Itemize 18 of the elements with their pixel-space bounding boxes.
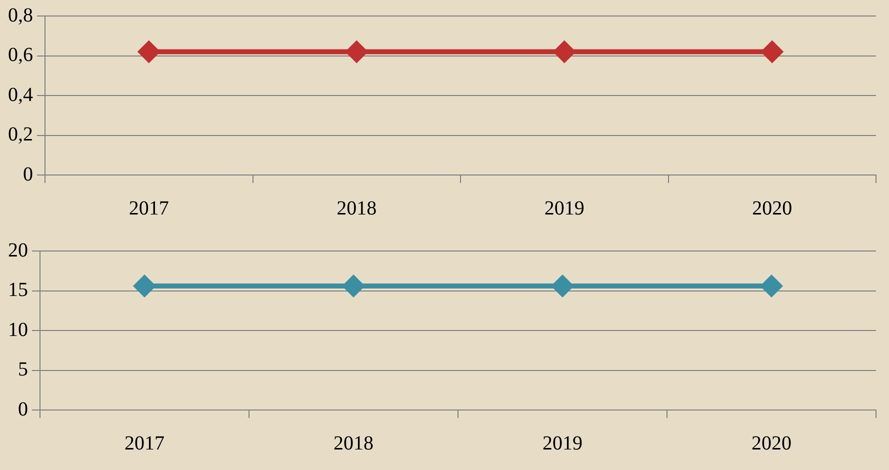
y-tick-label: 0,4 [8, 84, 33, 106]
x-tick-label: 2019 [544, 197, 584, 220]
y-tick-label: 0,2 [8, 124, 33, 146]
y-tick-label: 0 [18, 398, 28, 420]
x-tick-label: 2020 [752, 432, 792, 454]
y-tick-label: 15 [8, 279, 28, 301]
y-tick-label: 20 [8, 239, 28, 262]
x-tick-label: 2017 [124, 432, 164, 454]
x-tick-label: 2018 [334, 432, 374, 454]
y-tick-label: 5 [18, 358, 28, 380]
y-tick-label: 0,8 [8, 4, 33, 26]
x-tick-label: 2019 [542, 432, 582, 454]
y-tick-label: 0 [23, 163, 33, 186]
y-tick-label: 0,6 [8, 44, 33, 66]
x-tick-label: 2017 [128, 197, 169, 220]
x-tick-label: 2018 [336, 197, 377, 220]
y-tick-label: 10 [8, 318, 28, 341]
x-tick-label: 2020 [752, 197, 792, 220]
